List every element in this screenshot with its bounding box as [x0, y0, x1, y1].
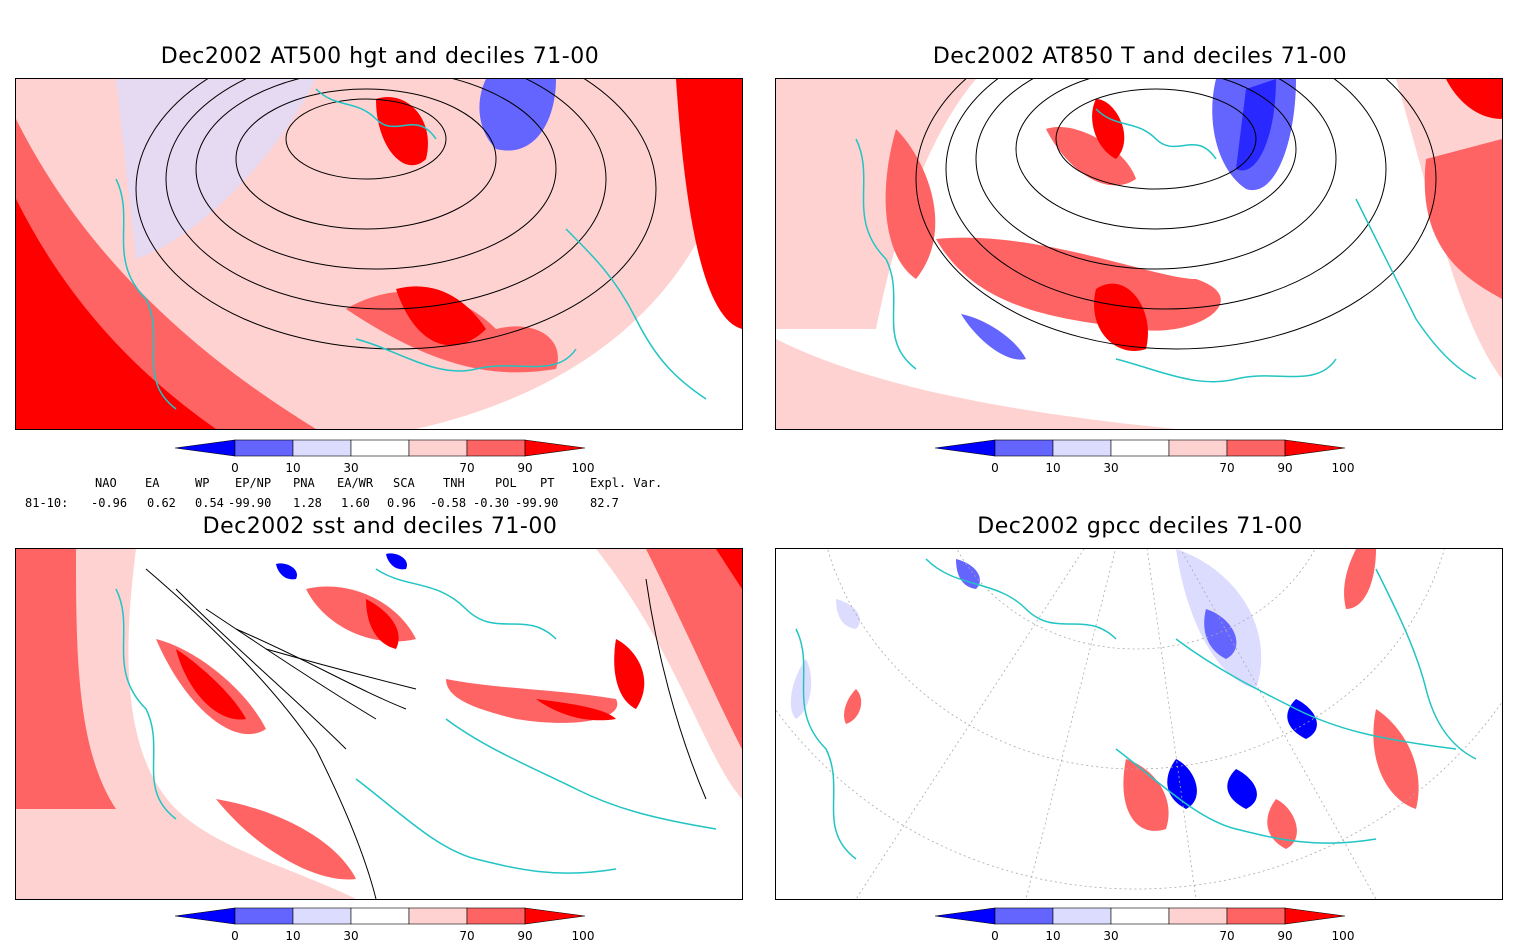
colorbar-tick-label: 70: [459, 929, 474, 943]
map-svg-4: [776, 549, 1502, 899]
tele-header-wp: WP: [195, 476, 210, 490]
tele-header-sca: SCA: [393, 476, 415, 490]
colorbar-segment: [466, 439, 526, 457]
colorbar-segment: [234, 907, 294, 925]
colorbar-tick-label: 10: [1045, 929, 1060, 943]
map-panel-2: [775, 78, 1503, 430]
colorbar-segment: [1226, 439, 1286, 457]
tele-header-epnp: EP/NP: [235, 476, 272, 490]
colorbar-segment: [1052, 439, 1112, 457]
colorbar-tick-label: 30: [343, 929, 358, 943]
panel-title-4: Dec2002 gpcc deciles 71-00: [977, 514, 1303, 539]
colorbar-segment-high: [524, 439, 586, 457]
tele-value-pna: 1.28: [293, 496, 322, 510]
colorbar-segment: [408, 907, 468, 925]
panel-title-1: Dec2002 AT500 hgt and deciles 71-00: [160, 44, 600, 69]
panel-title-3: Dec2002 sst and deciles 71-00: [202, 514, 558, 539]
colorbar-segment: [466, 907, 526, 925]
colorbar-tick-label: 0: [231, 929, 239, 943]
map-panel-3: [15, 548, 743, 900]
colorbar-tick-label: 30: [1103, 461, 1118, 475]
colorbar-tick-label: 70: [1219, 929, 1234, 943]
tele-header-eawr: EA/WR: [337, 476, 374, 490]
colorbar-segment: [408, 439, 468, 457]
colorbar-tick-label: 100: [572, 929, 595, 943]
tele-value-wp: 0.54: [195, 496, 224, 510]
colorbar-segment: [994, 907, 1054, 925]
colorbar-tick-label: 100: [572, 461, 595, 475]
colorbar-1: 0 10 30 70 90 100: [175, 439, 595, 475]
map-svg-1: [16, 79, 742, 429]
tele-header-pol: POL: [495, 476, 517, 490]
colorbar-segment: [1168, 907, 1228, 925]
colorbar-tick-label: 100: [1332, 929, 1355, 943]
colorbar-segment: [1110, 907, 1170, 925]
tele-value-explvar: 82.7: [590, 496, 619, 510]
colorbar-segment-high: [524, 907, 586, 925]
colorbar-segment-low: [935, 439, 996, 457]
tele-value-sca: 0.96: [387, 496, 416, 510]
colorbar-segment: [234, 439, 294, 457]
colorbar-segment: [350, 907, 410, 925]
tele-header-explvar: Expl. Var.: [590, 476, 663, 490]
tele-header-pna: PNA: [293, 476, 315, 490]
colorbar-tick-label: 90: [517, 929, 532, 943]
tele-row-label: 81-10:: [25, 496, 69, 510]
colorbar-segment-low: [175, 439, 236, 457]
colorbar-tick-label: 0: [231, 461, 239, 475]
colorbar-tick-label: 90: [1277, 461, 1292, 475]
tele-value-tnh: -0.58: [430, 496, 467, 510]
colorbar-segment-low: [175, 907, 236, 925]
map-svg-3: [16, 549, 742, 899]
colorbar-tick-label: 0: [991, 461, 999, 475]
colorbar-tick-label: 90: [517, 461, 532, 475]
tele-header-pt: PT: [540, 476, 555, 490]
tele-value-eawr: 1.60: [341, 496, 370, 510]
tele-header-ea: EA: [145, 476, 160, 490]
colorbar-segment: [1110, 439, 1170, 457]
map-panel-4: [775, 548, 1503, 900]
colorbar-segment: [292, 907, 352, 925]
colorbar-tick-label: 90: [1277, 929, 1292, 943]
colorbar-segment: [1226, 907, 1286, 925]
tele-value-ea: 0.62: [147, 496, 176, 510]
colorbar-2: 0 10 30 70 90 100: [935, 439, 1355, 475]
colorbar-4: 0 10 30 70 90 100: [935, 907, 1355, 943]
colorbar-tick-label: 10: [1045, 461, 1060, 475]
colorbar-tick-label: 30: [1103, 929, 1118, 943]
colorbar-segment-low: [935, 907, 996, 925]
colorbar-tick-label: 100: [1332, 461, 1355, 475]
teleconnection-table: NAO EA WP EP/NP PNA EA/WR SCA TNH POL PT…: [25, 476, 725, 516]
colorbar-segment: [292, 439, 352, 457]
map-svg-2: [776, 79, 1502, 429]
colorbar-segment: [350, 439, 410, 457]
colorbar-segment: [1168, 439, 1228, 457]
colorbar-tick-label: 10: [285, 461, 300, 475]
colorbar-tick-label: 10: [285, 929, 300, 943]
colorbar-segment-high: [1284, 907, 1346, 925]
colorbar-3: 0 10 30 70 90 100: [175, 907, 595, 943]
panel-title-2: Dec2002 AT850 T and deciles 71-00: [932, 44, 1348, 69]
colorbar-tick-label: 70: [459, 461, 474, 475]
tele-header-nao: NAO: [95, 476, 117, 490]
tele-header-tnh: TNH: [443, 476, 465, 490]
tele-value-epnp: -99.90: [228, 496, 272, 510]
tele-value-pol: -0.30: [473, 496, 510, 510]
colorbar-segment-high: [1284, 439, 1346, 457]
colorbar-segment: [1052, 907, 1112, 925]
colorbar-tick-label: 0: [991, 929, 999, 943]
colorbar-segment: [994, 439, 1054, 457]
tele-value-nao: -0.96: [91, 496, 128, 510]
tele-value-pt: -99.90: [515, 496, 559, 510]
colorbar-tick-label: 70: [1219, 461, 1234, 475]
map-panel-1: [15, 78, 743, 430]
colorbar-tick-label: 30: [343, 461, 358, 475]
